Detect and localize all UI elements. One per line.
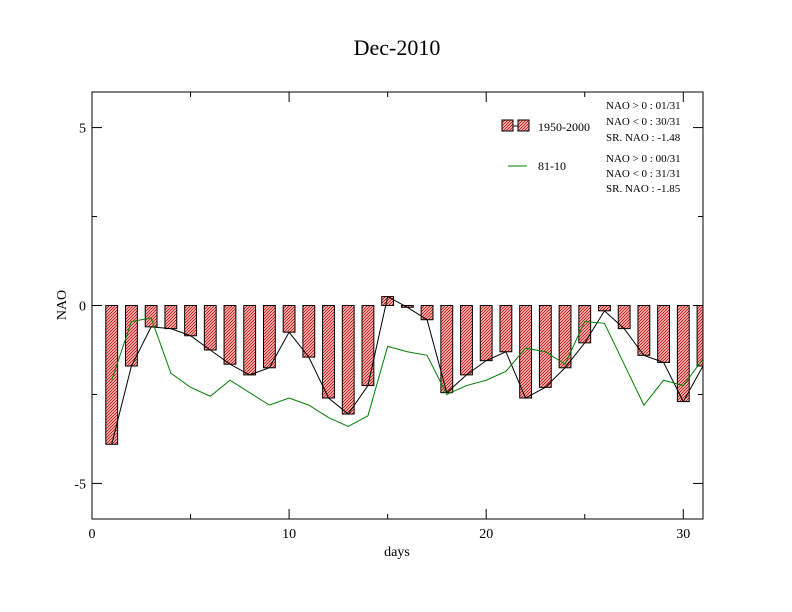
stat-positive-1950-2000: NAO > 0 : 01/31: [606, 100, 681, 112]
x-tick-label: 30: [676, 527, 690, 542]
stat-positive-81-10: NAO > 0 : 00/31: [606, 153, 681, 165]
bar-day-6: [203, 305, 217, 351]
chart-title: Dec-2010: [354, 35, 441, 60]
bar-day-24: [558, 305, 572, 369]
y-axis-label: NAO: [55, 290, 70, 320]
series-1950-2000-line: [111, 295, 703, 445]
bar-day-19: [460, 305, 473, 376]
bar-day-9: [262, 305, 276, 369]
stats-1950-2000: NAO > 0 : 01/31 NAO < 0 : 30/31 SR. NAO …: [606, 100, 681, 144]
bar-day-22: [519, 305, 533, 399]
bar-day-30: [676, 305, 690, 403]
bar-day-13: [341, 305, 355, 415]
bar-day-11: [302, 305, 316, 358]
bar-day-29: [657, 305, 670, 363]
y-tick-label: 0: [79, 300, 86, 315]
bar-day-28: [637, 305, 651, 356]
x-tick-label: 0: [89, 527, 96, 542]
legend-swatch-left: [501, 119, 514, 132]
bar-day-20: [479, 305, 493, 362]
legend-label-1950-2000: 1950-2000: [538, 120, 590, 134]
bar-day-3: [144, 305, 158, 328]
legend-swatch-right: [517, 119, 530, 132]
bar-day-5: [184, 305, 197, 337]
bar-day-23: [538, 305, 552, 388]
y-tick-label: -5: [74, 477, 86, 492]
legend-entry-1950-2000: 1950-2000: [501, 119, 590, 134]
bar-day-4: [164, 305, 178, 330]
stat-sr-1950-2000: SR. NAO : -1.48: [606, 132, 681, 144]
legend-label-81-10: 81-10: [538, 159, 566, 173]
bar-day-10: [282, 305, 296, 333]
stat-negative-1950-2000: NAO < 0 : 30/31: [606, 116, 681, 128]
legend: 1950-2000 81-10: [501, 119, 590, 173]
stats-81-10: NAO > 0 : 00/31 NAO < 0 : 31/31 SR. NAO …: [606, 153, 681, 195]
y-tick-label: 5: [79, 122, 86, 137]
bar-day-31: [696, 305, 703, 367]
bar-day-21: [499, 305, 513, 353]
bar-day-25: [578, 305, 592, 344]
y-axis: -5 0 5: [74, 122, 703, 492]
stat-sr-81-10: SR. NAO : -1.85: [606, 183, 681, 195]
bar-day-8: [243, 305, 257, 376]
data-layer: [105, 295, 703, 445]
bar-day-14: [361, 305, 375, 387]
series-81-10-line: [111, 317, 703, 428]
bar-day-1: [105, 305, 119, 445]
legend-entry-81-10: 81-10: [508, 159, 566, 173]
bar-day-7: [223, 305, 237, 365]
x-tick-label: 10: [282, 527, 296, 542]
x-axis-label: days: [384, 545, 410, 560]
x-axis: 0 10 20 30: [89, 92, 690, 542]
x-tick-label: 20: [479, 527, 493, 542]
bar-day-26: [598, 305, 611, 312]
stat-negative-81-10: NAO < 0 : 31/31: [606, 168, 681, 180]
bar-day-18: [440, 305, 454, 394]
bar-day-12: [322, 305, 335, 399]
